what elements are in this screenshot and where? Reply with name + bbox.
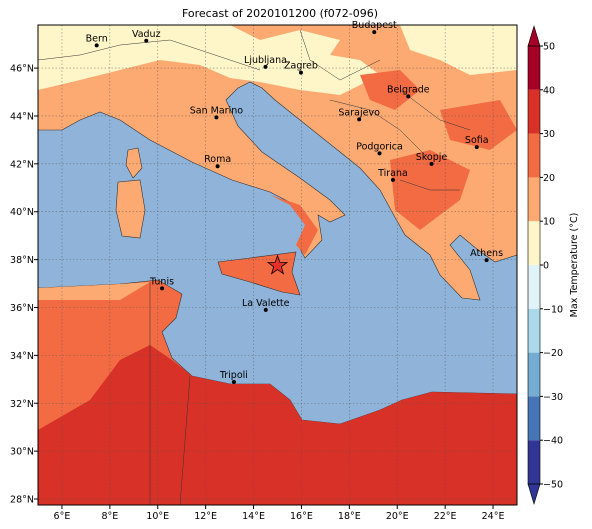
colorbar-bin xyxy=(528,308,540,353)
x-tick-label: 20°E xyxy=(386,511,409,522)
colorbar-tick-label: −30 xyxy=(543,392,563,403)
y-tick-label: 46°N xyxy=(10,64,34,75)
y-tick-label: 32°N xyxy=(10,399,34,410)
x-tick-label: 8°E xyxy=(101,511,118,522)
city-label: Sarajevo xyxy=(338,107,380,118)
city-label: Roma xyxy=(204,154,231,165)
map-title: Forecast of 2020101200 (f072-096) xyxy=(182,7,378,20)
land-cool xyxy=(38,25,380,95)
colorbar-bin xyxy=(528,133,540,178)
colorbar-label: Max Temperature (°C) xyxy=(569,213,580,318)
city-label: Belgrade xyxy=(387,84,430,95)
city-dot xyxy=(298,70,303,75)
colorbar-tick-label: −40 xyxy=(543,436,563,447)
grid-layer xyxy=(38,25,517,505)
city-label: San Marino xyxy=(190,105,243,116)
city-dot xyxy=(94,43,99,48)
x-tick-label: 24°E xyxy=(482,511,505,522)
city-dot xyxy=(263,307,268,312)
colorbar-bin xyxy=(528,352,540,397)
y-tick-label: 40°N xyxy=(10,207,34,218)
city-dot xyxy=(357,117,362,122)
y-tick-label: 34°N xyxy=(10,351,34,362)
city-label: Tripoli xyxy=(219,370,248,381)
y-tick-label: 28°N xyxy=(10,495,34,506)
land-cool xyxy=(400,25,517,75)
colorbar-bin xyxy=(528,440,540,484)
colorbar-tick-label: 20 xyxy=(543,173,555,184)
colorbar-bin xyxy=(528,177,540,222)
plot-frame xyxy=(37,24,518,506)
x-tick-label: 10°E xyxy=(146,511,169,522)
x-tick-label: 6°E xyxy=(54,511,71,522)
city-label: Athens xyxy=(470,248,503,259)
y-tick-label: 38°N xyxy=(10,255,34,266)
city-label: Budapest xyxy=(352,20,397,31)
colorbar-bin xyxy=(528,46,540,90)
city-dot xyxy=(215,164,220,169)
colorbar-extend-max xyxy=(527,24,541,47)
africa-hot xyxy=(38,345,517,505)
city-label: La Valette xyxy=(242,298,290,309)
city-dot xyxy=(214,115,219,120)
colorbar-bin xyxy=(528,265,540,309)
city-dot xyxy=(377,151,382,156)
forecast-point xyxy=(266,254,289,275)
colorbar: −50 −40 −30 −20 −10 0 10 20 30 40 50 xyxy=(527,24,563,506)
city-dot xyxy=(231,379,236,384)
x-tick-label: 18°E xyxy=(338,511,361,522)
city-dot xyxy=(484,258,489,263)
colorbar-tick-label: −20 xyxy=(543,348,563,359)
colorbar-tick-label: −10 xyxy=(543,304,563,315)
city-label: Tunis xyxy=(149,276,174,287)
colorbar-tick-label: 30 xyxy=(543,129,555,140)
city-dot xyxy=(429,161,434,166)
city-dot xyxy=(390,177,395,182)
colorbar-tick-label: −50 xyxy=(543,480,563,491)
city-label: Vaduz xyxy=(132,29,161,40)
y-tick-label: 42°N xyxy=(10,159,34,170)
colorbar-tick-label: 40 xyxy=(543,85,555,96)
x-tick-label: 22°E xyxy=(434,511,457,522)
y-tick-label: 44°N xyxy=(10,111,34,122)
city-dot xyxy=(160,286,165,291)
corsica xyxy=(125,147,143,179)
y-tick-label: 30°N xyxy=(10,447,34,458)
africa-coast xyxy=(38,282,150,300)
y-tick-label: 36°N xyxy=(10,303,34,314)
colorbar-bin xyxy=(528,396,540,441)
city-dot xyxy=(474,145,479,150)
colorbar-tick-label: 10 xyxy=(543,217,555,228)
sardinia xyxy=(115,179,146,239)
city-label: Ljubljana xyxy=(244,55,287,66)
x-tick-label: 14°E xyxy=(242,511,265,522)
colorbar-extend-min xyxy=(527,483,541,506)
city-dot xyxy=(263,64,268,69)
city-label: Podgorica xyxy=(356,141,403,152)
colorbar-tick-label: 50 xyxy=(543,42,555,53)
city-label: Sofia xyxy=(465,135,489,146)
city-label: Tirana xyxy=(377,168,408,179)
x-tick-label: 16°E xyxy=(290,511,313,522)
borders xyxy=(38,29,471,505)
city-dot xyxy=(372,30,377,35)
city-dot xyxy=(144,38,149,43)
city-label: Zagreb xyxy=(284,61,318,72)
city-label: Bern xyxy=(86,33,108,44)
colorbar-bin xyxy=(528,221,540,265)
city-dot xyxy=(406,94,411,99)
city-label: Skopje xyxy=(416,152,448,163)
x-tick-label: 12°E xyxy=(194,511,217,522)
colorbar-tick-label: 0 xyxy=(543,261,549,272)
colorbar-bin xyxy=(528,89,540,134)
